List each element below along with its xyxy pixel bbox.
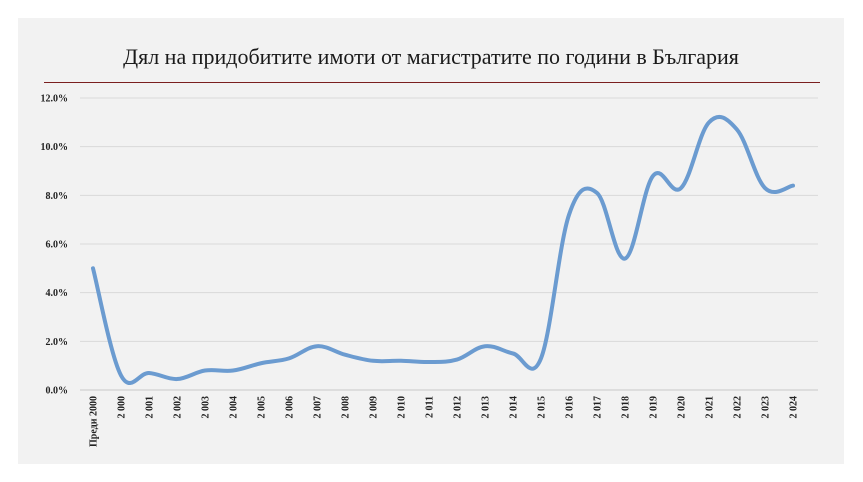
x-tick-label: 2 019 xyxy=(649,396,660,419)
x-tick-label: 2 016 xyxy=(565,396,576,419)
y-tick-label: 0.0% xyxy=(46,386,69,397)
title-divider xyxy=(44,82,820,83)
x-tick-label: 2 013 xyxy=(481,396,492,419)
x-tick-label: 2 024 xyxy=(789,396,800,419)
x-tick-label: 2 018 xyxy=(621,396,632,419)
x-tick-label: 2 002 xyxy=(173,396,184,419)
x-tick-label: 2 014 xyxy=(509,396,520,419)
x-tick-label: 2 017 xyxy=(593,396,604,419)
y-tick-label: 4.0% xyxy=(46,288,69,299)
x-tick-label: 2 020 xyxy=(677,396,688,419)
grid-lines xyxy=(80,97,818,342)
y-tick-label: 8.0% xyxy=(46,191,69,202)
x-tick-label: 2 015 xyxy=(537,396,548,419)
x-tick-label: 2 021 xyxy=(705,396,716,419)
y-tick-label: 12.0% xyxy=(41,94,69,105)
x-tick-label: Преди 2000 xyxy=(89,396,100,447)
x-tick-label: 2 005 xyxy=(257,396,268,419)
chart-title: Дял на придобитите имоти от магистратите… xyxy=(123,44,739,69)
x-tick-label: 2 010 xyxy=(397,396,408,419)
x-axis-ticks: Преди 2000 2 000 2 001 2 002 2 003 2 004 2 005… xyxy=(89,396,800,447)
y-tick-label: 6.0% xyxy=(46,240,69,251)
x-tick-label: 2 022 xyxy=(733,396,744,419)
x-tick-label: 2 008 xyxy=(341,396,352,419)
x-tick-label: 2 011 xyxy=(425,396,436,418)
x-tick-label: 2 009 xyxy=(369,396,380,419)
x-tick-label: 2 023 xyxy=(761,396,772,419)
x-tick-label: 2 001 xyxy=(145,396,156,419)
x-tick-label: 2 007 xyxy=(313,396,324,419)
y-tick-label: 10.0% xyxy=(41,142,69,153)
x-tick-label: 2 006 xyxy=(285,396,296,419)
series-line xyxy=(91,114,795,385)
x-tick-label: 2 004 xyxy=(229,396,240,419)
x-tick-label: 2 003 xyxy=(201,396,212,419)
y-axis-ticks: 0.0% 2.0% 4.0% 6.0% 8.0% 10.0% 12.0% xyxy=(41,94,69,397)
x-tick-label: 2 012 xyxy=(453,396,464,419)
y-tick-label: 2.0% xyxy=(46,337,69,348)
x-tick-label: 2 000 xyxy=(117,396,128,419)
